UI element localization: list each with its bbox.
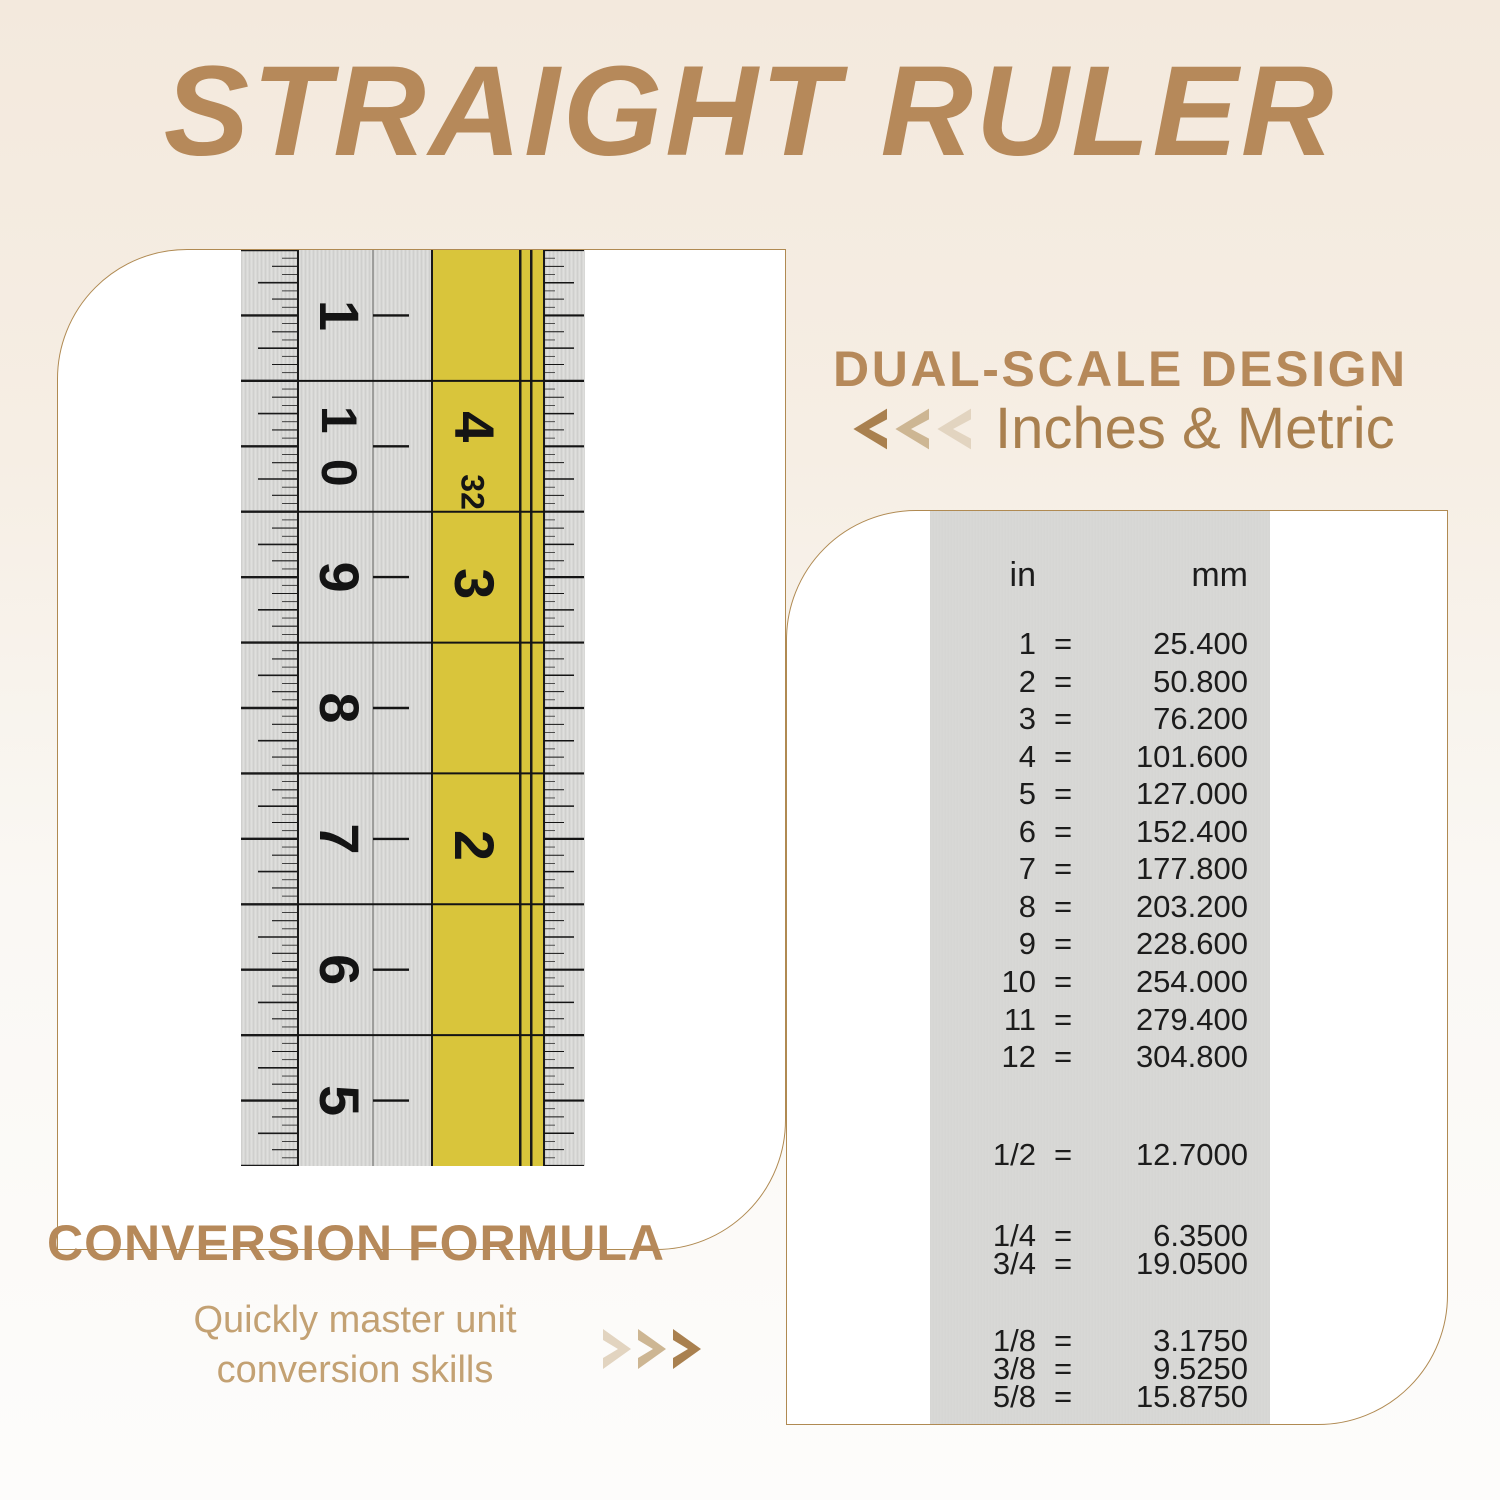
svg-text:2: 2: [443, 830, 506, 861]
svg-text:0: 0: [311, 459, 367, 487]
svg-text:32: 32: [455, 474, 491, 510]
svg-text:1: 1: [308, 300, 371, 331]
svg-text:7: 7: [308, 823, 371, 854]
svg-text:8: 8: [308, 692, 371, 723]
svg-text:3: 3: [443, 568, 506, 599]
svg-text:4: 4: [443, 411, 506, 442]
svg-text:1: 1: [311, 406, 367, 434]
svg-text:6: 6: [308, 954, 371, 985]
svg-text:5: 5: [308, 1085, 371, 1116]
svg-text:9: 9: [308, 562, 371, 593]
